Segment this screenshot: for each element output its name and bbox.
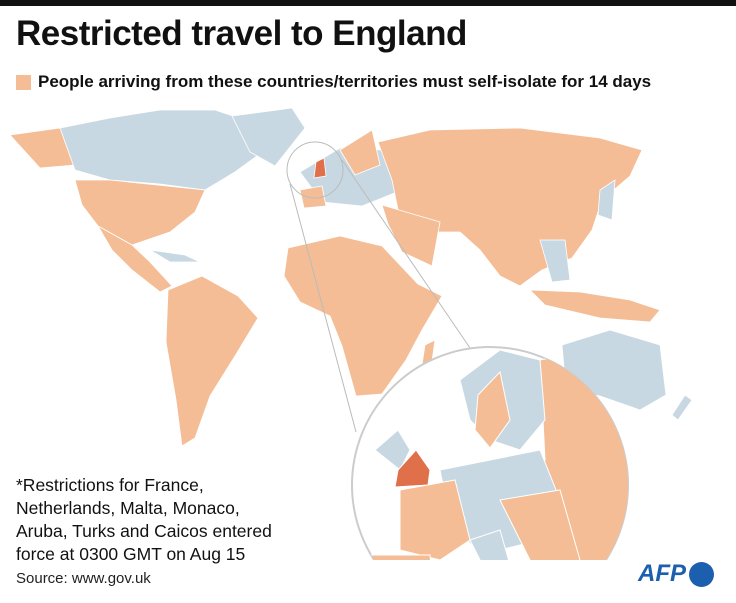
- footnote-line: Aruba, Turks and Caicos entered: [16, 521, 272, 541]
- new-zealand: [671, 394, 693, 421]
- footnote-line: force at 0300 GMT on Aug 15: [16, 544, 246, 564]
- legend-swatch: [16, 74, 31, 90]
- continents: [9, 107, 693, 447]
- south-america: [165, 275, 259, 447]
- usa: [74, 179, 206, 246]
- japan: [597, 179, 616, 221]
- france: [399, 479, 471, 560]
- africa: [283, 235, 443, 397]
- scandinavia: [339, 129, 381, 176]
- iberia: [299, 185, 327, 209]
- england: [394, 449, 431, 488]
- spain: [352, 554, 436, 560]
- source: Source: www.gov.uk: [16, 570, 151, 587]
- italy: [469, 529, 521, 560]
- footnote: *Restrictions for France, Netherlands, M…: [16, 474, 272, 566]
- indonesia: [528, 289, 661, 323]
- greenland: [231, 107, 306, 167]
- southeast-asia: [539, 239, 571, 283]
- scotland-ireland: [374, 429, 411, 471]
- footnote-line: *Restrictions for France,: [16, 475, 204, 495]
- legend-text: People arriving from these countries/ter…: [38, 72, 652, 91]
- england: [313, 157, 327, 179]
- caribbean: [149, 249, 201, 263]
- logo-dot: [689, 561, 714, 587]
- top-bar: [0, 0, 736, 6]
- zoom-line: [289, 183, 357, 433]
- zoom-circle: [286, 141, 344, 199]
- legend: People arriving from these countries/ter…: [16, 72, 651, 92]
- canada: [59, 109, 266, 191]
- central-america: [96, 224, 173, 293]
- middle-east: [381, 204, 441, 267]
- footnote-line: Netherlands, Malta, Monaco,: [16, 498, 240, 518]
- logo: AFP: [638, 560, 714, 588]
- title: Restricted travel to England: [16, 14, 467, 53]
- sweden: [474, 370, 511, 449]
- balkans: [499, 489, 581, 560]
- zoom-line: [341, 159, 471, 349]
- world-map: [9, 107, 693, 560]
- logo-text: AFP: [638, 560, 686, 587]
